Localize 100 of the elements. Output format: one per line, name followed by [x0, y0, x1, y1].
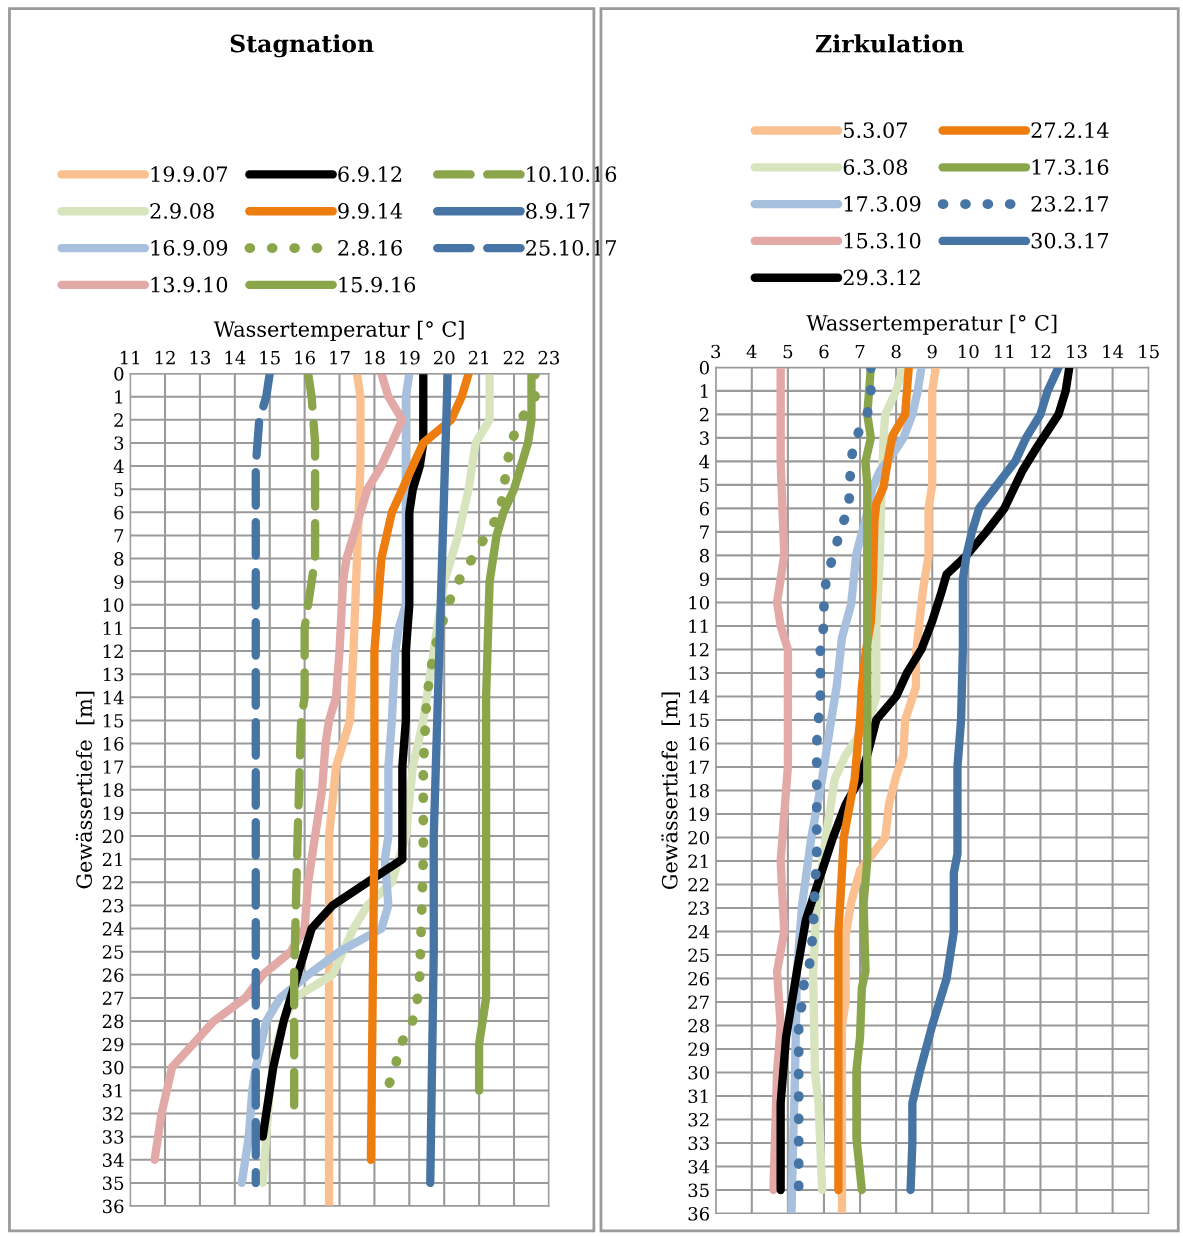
x-tick-label: 20 [433, 350, 455, 365]
y-tick-label: 16 [689, 736, 710, 751]
x-tick-label: 11 [995, 344, 1014, 359]
y-tick-label: 31 [688, 1089, 708, 1104]
x-tick-label: 8 [891, 344, 901, 359]
y-tick-label: 19 [689, 807, 709, 822]
x-tick-label: 13 [1067, 344, 1087, 359]
y-tick-label: 30 [102, 1060, 124, 1075]
x-tick-label: 12 [155, 350, 175, 365]
x-tick-label: 15 [1139, 344, 1159, 359]
x-axis-title: Wassertemperatur [° C] [213, 320, 464, 341]
legend-label: 29.3.12 [843, 269, 920, 286]
legend-label: 19.9.07 [151, 166, 228, 183]
y-tick-label: 35 [102, 1176, 124, 1191]
x-tick-label: 10 [959, 344, 979, 359]
y-tick-label: 0 [699, 360, 709, 375]
y-tick-label: 9 [699, 572, 709, 587]
y-tick-label: 8 [699, 548, 709, 563]
y-tick-label: 8 [114, 552, 124, 566]
y-tick-label: 6 [699, 501, 710, 516]
x-tick-label: 6 [819, 344, 829, 359]
y-tick-label: 22 [102, 875, 123, 890]
y-tick-label: 36 [102, 1199, 124, 1214]
y-tick-label: 7 [700, 525, 709, 539]
x-tick-label: 17 [330, 350, 350, 365]
y-tick-label: 29 [688, 1042, 709, 1057]
y-tick-label: 1 [115, 390, 123, 404]
x-tick-label: 22 [503, 350, 524, 365]
y-tick-label: 32 [688, 1112, 709, 1127]
legend-label: 10.10.16 [527, 166, 617, 183]
legend-label: 23.2.17 [1031, 195, 1109, 212]
legend-label: 15.9.16 [339, 276, 416, 293]
y-tick-label: 26 [688, 971, 710, 986]
y-tick-label: 7 [114, 529, 124, 543]
y-tick-label: 13 [689, 666, 709, 681]
y-tick-label: 27 [688, 995, 709, 1009]
legend-label: 5.3.07 [844, 122, 908, 139]
y-tick-label: 2 [114, 413, 123, 427]
legend-label: 17.3.16 [1032, 159, 1109, 175]
legend-label: 17.3.09 [844, 195, 921, 212]
y-tick-label: 19 [103, 806, 124, 821]
y-tick-label: 23 [102, 898, 124, 913]
y-tick-label: 5 [700, 478, 709, 493]
y-axis-title: Gewässertiefe [m] [75, 691, 95, 889]
y-tick-label: 13 [103, 667, 124, 682]
y-tick-label: 14 [103, 690, 124, 705]
y-tick-label: 2 [699, 407, 709, 422]
y-tick-label: 21 [688, 854, 708, 868]
y-tick-label: 6 [114, 505, 124, 520]
y-tick-label: 20 [688, 830, 709, 845]
x-tick-label: 14 [225, 350, 246, 365]
legend-label: 9.9.14 [338, 203, 403, 219]
y-tick-label: 28 [688, 1018, 709, 1033]
y-tick-label: 23 [688, 901, 709, 916]
y-tick-label: 30 [688, 1065, 709, 1080]
x-tick-label: 13 [190, 350, 211, 365]
x-tick-label: 14 [1103, 344, 1124, 359]
x-tick-label: 7 [855, 344, 865, 359]
y-tick-label: 16 [103, 737, 124, 751]
y-tick-label: 32 [102, 1107, 123, 1121]
y-tick-label: 33 [688, 1136, 709, 1151]
y-tick-label: 28 [102, 1014, 124, 1029]
y-tick-label: 18 [103, 783, 124, 797]
x-tick-label: 16 [295, 350, 315, 365]
y-tick-label: 17 [689, 760, 709, 774]
y-tick-label: 21 [102, 852, 123, 867]
y-tick-label: 24 [102, 922, 124, 936]
y-tick-label: 3 [700, 431, 709, 446]
x-axis-title: Wassertemperatur [° C] [806, 314, 1057, 335]
y-tick-label: 31 [102, 1083, 123, 1098]
x-tick-label: 15 [260, 350, 280, 365]
y-tick-label: 11 [103, 621, 123, 635]
legend-label: 30.3.17 [1031, 232, 1109, 249]
y-tick-label: 34 [102, 1153, 124, 1167]
y-tick-label: 25 [102, 945, 124, 959]
legend-label: 25.10.17 [526, 239, 616, 256]
x-tick-label: 4 [746, 344, 757, 359]
legend-label: 27.2.14 [1031, 122, 1109, 139]
y-tick-label: 15 [689, 713, 709, 728]
y-tick-label: 27 [102, 991, 124, 1005]
y-tick-label: 12 [103, 644, 123, 658]
x-tick-label: 9 [927, 344, 937, 359]
x-tick-label: 18 [365, 350, 385, 365]
y-tick-label: 15 [103, 713, 124, 728]
y-tick-label: 36 [688, 1206, 710, 1221]
y-tick-label: 25 [688, 948, 709, 963]
legend-label: 8.9.17 [526, 203, 590, 219]
y-tick-label: 1 [700, 384, 708, 398]
y-tick-label: 35 [688, 1183, 709, 1198]
y-tick-label: 14 [689, 689, 710, 704]
chart-title: Stagnation [230, 34, 374, 58]
y-tick-label: 17 [103, 760, 124, 774]
y-tick-label: 4 [113, 459, 124, 473]
y-tick-label: 33 [102, 1130, 124, 1144]
y-tick-label: 12 [689, 642, 709, 657]
x-tick-label: 21 [468, 350, 489, 365]
y-tick-label: 0 [114, 367, 124, 381]
y-tick-label: 24 [688, 924, 710, 939]
x-tick-label: 12 [1031, 344, 1051, 359]
y-tick-label: 20 [102, 829, 124, 844]
